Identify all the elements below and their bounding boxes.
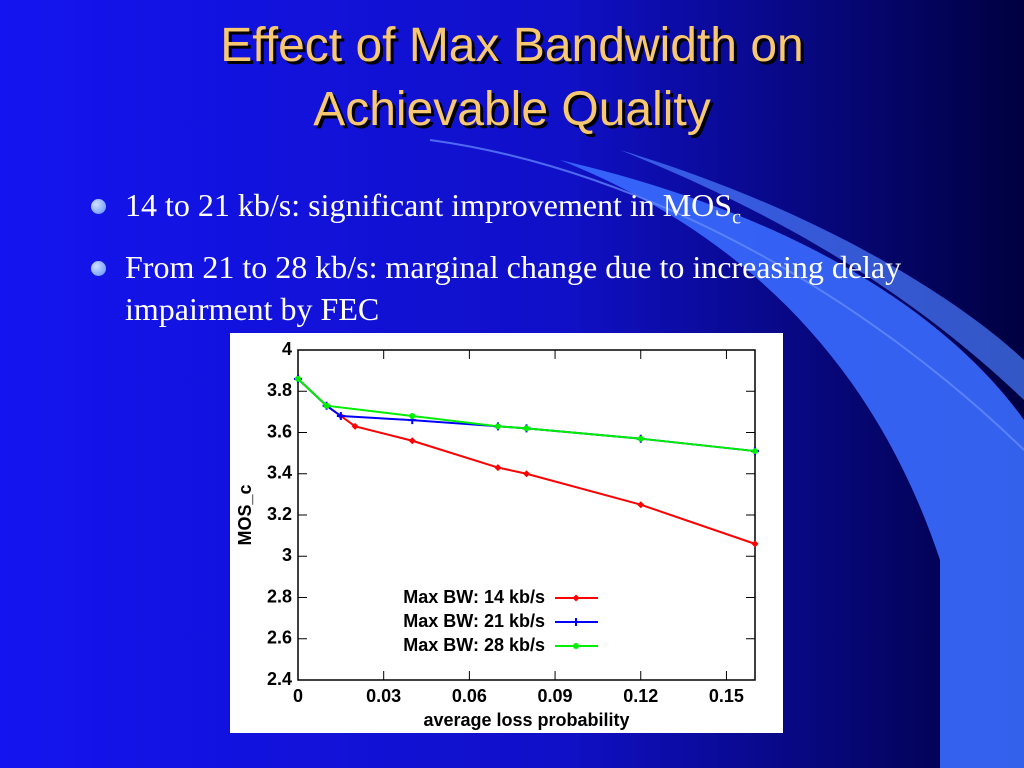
data-point xyxy=(336,412,345,420)
bullet-text: From 21 to 28 kb/s: marginal change due … xyxy=(125,249,902,328)
data-point xyxy=(637,435,644,442)
data-point xyxy=(751,540,759,548)
legend-marker xyxy=(573,643,579,649)
y-tick-label: 3 xyxy=(282,545,292,565)
data-point xyxy=(494,464,502,472)
bullet: From 21 to 28 kb/s: marginal change due … xyxy=(91,246,905,330)
y-tick-label: 3.6 xyxy=(267,421,292,441)
y-tick-label: 3.4 xyxy=(267,463,292,483)
bullet-list: 14 to 21 kb/s: significant improvement i… xyxy=(91,184,905,338)
chart-background xyxy=(230,333,783,733)
y-tick-label: 2.6 xyxy=(267,628,292,648)
data-point xyxy=(637,501,645,509)
data-point xyxy=(523,470,530,478)
data-point xyxy=(323,402,330,409)
data-point xyxy=(523,425,530,432)
slide-title: Effect of Max Bandwidth on Achievable Qu… xyxy=(220,19,804,136)
legend-marker xyxy=(572,594,580,602)
y-tick-label: 3.8 xyxy=(267,380,292,400)
legend-label: Max BW: 14 kb/s xyxy=(403,587,545,607)
x-tick-label: 0.09 xyxy=(538,686,573,706)
bullet: 14 to 21 kb/s: significant improvement i… xyxy=(91,184,905,238)
x-tick-label: 0.15 xyxy=(709,686,744,706)
data-point xyxy=(295,375,301,382)
subscript: c xyxy=(732,206,741,229)
chart: 2.4 2.6 2.8 3 3.2 3.4 3.6 3.8 4 0 0.03 0.06 0.09 0.12… xyxy=(230,333,783,733)
data-point xyxy=(494,423,501,430)
plot-border xyxy=(297,349,756,681)
data-point xyxy=(408,437,416,445)
y-tick-label: 2.4 xyxy=(267,669,292,689)
data-point xyxy=(351,422,359,430)
x-tick-label: 0.03 xyxy=(366,686,401,706)
x-axis-label: average loss probability xyxy=(423,710,629,730)
data-point xyxy=(752,448,758,455)
x-tick-label: 0.12 xyxy=(623,686,658,706)
legend-marker xyxy=(572,618,580,626)
data-point xyxy=(409,413,416,419)
x-tick-label: 0.06 xyxy=(452,686,487,706)
x-tick-label: 0 xyxy=(293,686,303,706)
legend-label: Max BW: 21 kb/s xyxy=(403,611,545,631)
legend-label: Max BW: 28 kb/s xyxy=(403,635,545,655)
y-tick-label: 4 xyxy=(282,339,292,359)
y-tick-label: 3.2 xyxy=(267,504,292,524)
y-axis-label: MOS_c xyxy=(235,484,255,545)
bullet-text: 14 to 21 kb/s: significant improvement i… xyxy=(125,187,733,223)
y-tick-label: 2.8 xyxy=(267,586,292,606)
